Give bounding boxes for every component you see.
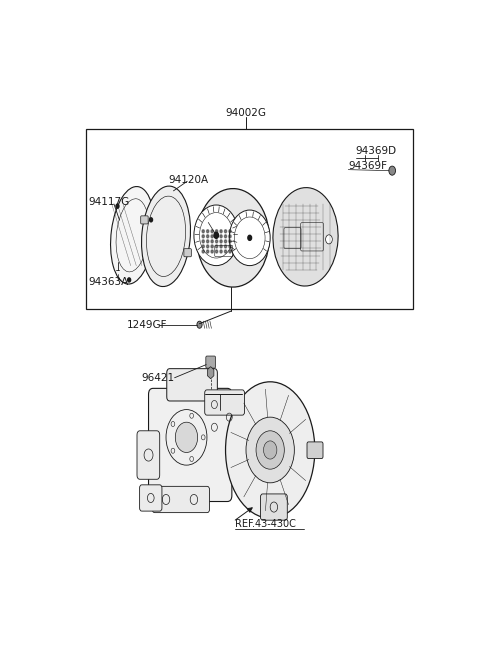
Circle shape xyxy=(225,245,227,248)
Circle shape xyxy=(220,240,222,243)
Circle shape xyxy=(211,240,213,243)
Circle shape xyxy=(216,245,218,248)
Circle shape xyxy=(202,230,204,233)
Circle shape xyxy=(234,217,265,258)
FancyBboxPatch shape xyxy=(152,486,210,512)
Text: 94363A: 94363A xyxy=(88,277,128,287)
FancyBboxPatch shape xyxy=(307,442,323,459)
Circle shape xyxy=(206,230,209,233)
Circle shape xyxy=(248,236,252,240)
Circle shape xyxy=(225,235,227,238)
Text: 1249GF: 1249GF xyxy=(127,320,168,330)
Circle shape xyxy=(225,250,227,253)
Text: 94117G: 94117G xyxy=(88,197,129,207)
Circle shape xyxy=(389,166,396,175)
Text: REF.43-430C: REF.43-430C xyxy=(235,520,296,529)
Circle shape xyxy=(150,218,153,222)
Circle shape xyxy=(211,230,213,233)
Text: 94369D: 94369D xyxy=(356,146,397,157)
Circle shape xyxy=(256,431,284,469)
Ellipse shape xyxy=(273,188,338,286)
Circle shape xyxy=(206,250,209,253)
Circle shape xyxy=(211,235,213,238)
Circle shape xyxy=(194,205,239,266)
Circle shape xyxy=(202,245,204,248)
Circle shape xyxy=(202,240,204,243)
Circle shape xyxy=(202,235,204,238)
Circle shape xyxy=(325,235,332,244)
Text: 94002G: 94002G xyxy=(226,108,266,118)
Circle shape xyxy=(197,321,202,328)
Ellipse shape xyxy=(197,188,269,287)
Circle shape xyxy=(220,250,222,253)
FancyBboxPatch shape xyxy=(261,494,288,520)
FancyBboxPatch shape xyxy=(141,216,148,224)
FancyBboxPatch shape xyxy=(148,388,232,501)
Circle shape xyxy=(220,230,222,233)
Text: 96421: 96421 xyxy=(142,373,175,382)
Circle shape xyxy=(200,213,233,258)
Circle shape xyxy=(220,245,222,248)
Circle shape xyxy=(128,278,131,282)
Circle shape xyxy=(264,441,277,459)
FancyBboxPatch shape xyxy=(204,390,244,415)
Circle shape xyxy=(225,240,227,243)
FancyBboxPatch shape xyxy=(167,369,217,401)
Ellipse shape xyxy=(142,186,191,287)
Circle shape xyxy=(225,230,227,233)
Circle shape xyxy=(246,417,294,483)
Circle shape xyxy=(206,245,209,248)
Circle shape xyxy=(216,235,218,238)
Circle shape xyxy=(229,245,231,248)
Circle shape xyxy=(202,250,204,253)
Circle shape xyxy=(229,240,231,243)
Circle shape xyxy=(229,235,231,238)
Bar xyxy=(86,129,413,308)
Circle shape xyxy=(214,232,218,238)
Circle shape xyxy=(216,230,218,233)
Circle shape xyxy=(220,235,222,238)
Ellipse shape xyxy=(110,186,155,284)
Circle shape xyxy=(206,235,209,238)
FancyBboxPatch shape xyxy=(137,431,160,480)
Circle shape xyxy=(216,240,218,243)
Text: 94369F: 94369F xyxy=(348,161,387,171)
Circle shape xyxy=(206,240,209,243)
Circle shape xyxy=(175,422,198,453)
Circle shape xyxy=(216,250,218,253)
FancyBboxPatch shape xyxy=(184,249,192,256)
Ellipse shape xyxy=(226,382,315,518)
Polygon shape xyxy=(207,367,214,379)
Circle shape xyxy=(116,204,119,208)
FancyBboxPatch shape xyxy=(140,485,162,511)
FancyBboxPatch shape xyxy=(206,356,216,368)
Circle shape xyxy=(229,230,231,233)
Circle shape xyxy=(229,210,270,266)
Circle shape xyxy=(211,250,213,253)
Circle shape xyxy=(211,245,213,248)
Circle shape xyxy=(229,250,231,253)
Text: 94120A: 94120A xyxy=(168,174,208,185)
